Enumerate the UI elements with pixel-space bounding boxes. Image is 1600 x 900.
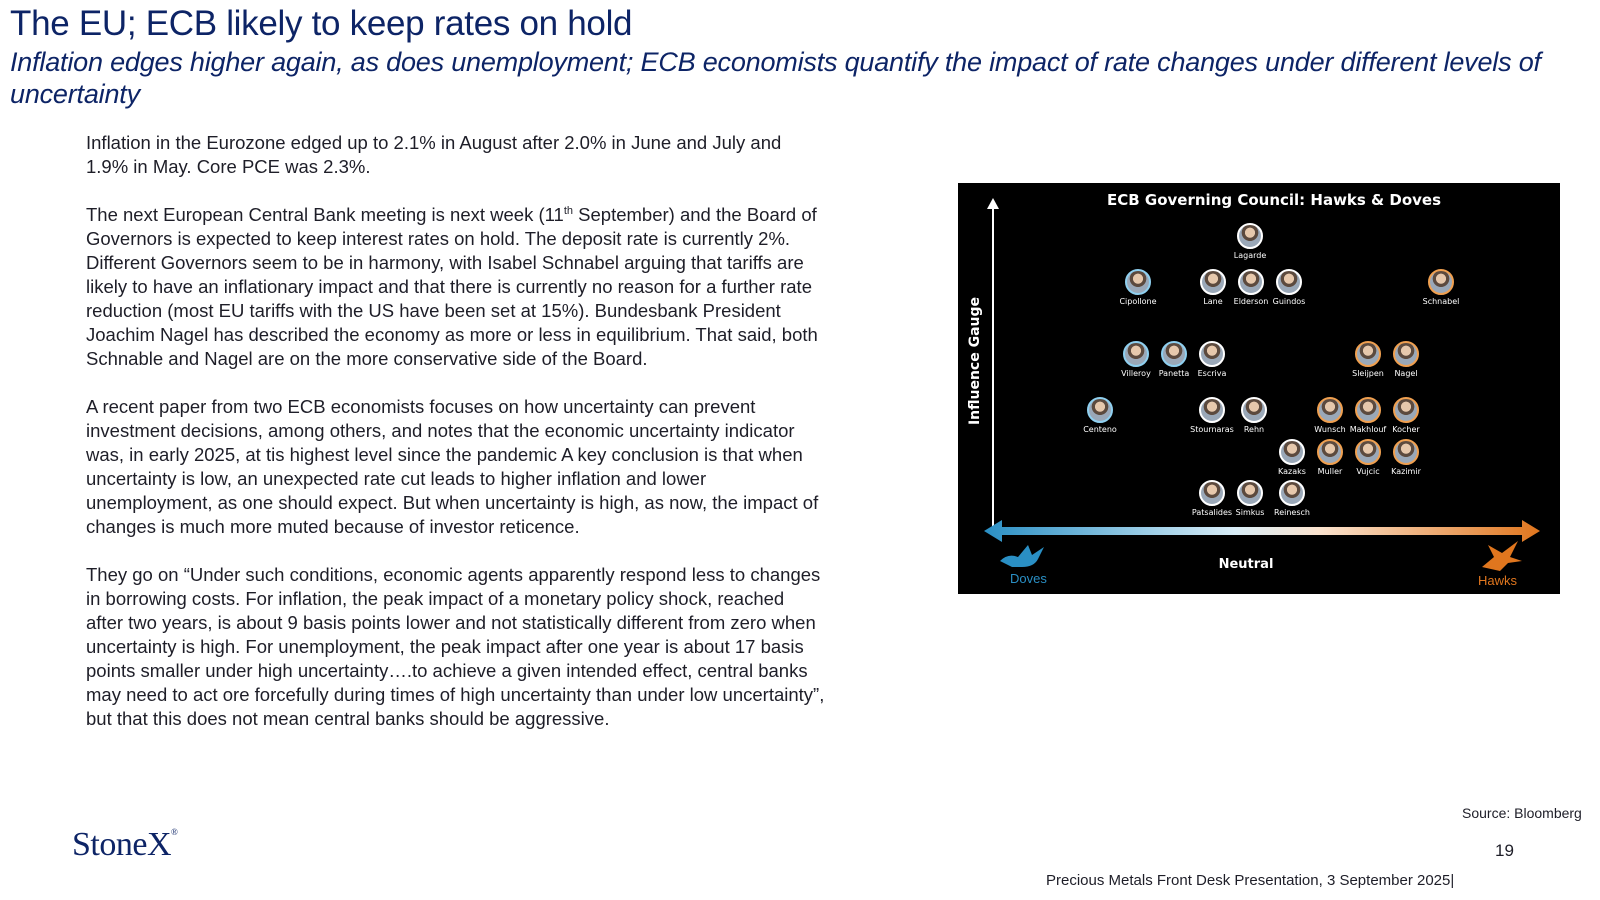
neutral-label: Neutral bbox=[1218, 557, 1274, 572]
member-portrait bbox=[1199, 341, 1225, 367]
member-portrait bbox=[1393, 397, 1419, 423]
council-member: Simkus bbox=[1220, 480, 1280, 517]
figure-title: ECB Governing Council: Hawks & Doves bbox=[1107, 191, 1441, 209]
member-name: Vujcic bbox=[1356, 467, 1380, 476]
stonex-logo: StoneX® bbox=[72, 826, 178, 864]
council-member: Panetta bbox=[1144, 341, 1204, 378]
dove-hawk-spectrum-arrow bbox=[984, 520, 1540, 542]
member-name: Patsalides bbox=[1191, 508, 1233, 517]
member-name: Elderson bbox=[1233, 297, 1269, 306]
council-member: Vujcic bbox=[1338, 439, 1398, 476]
paragraph-ecb-meeting: The next European Central Bank meeting i… bbox=[86, 203, 826, 371]
council-member: Muller bbox=[1300, 439, 1360, 476]
council-member: Kazaks bbox=[1262, 439, 1322, 476]
member-portrait bbox=[1355, 341, 1381, 367]
hawks-doves-figure: ECB Governing Council: Hawks & Doves Inf… bbox=[958, 183, 1560, 594]
member-portrait bbox=[1237, 480, 1263, 506]
member-name: Makhlouf bbox=[1349, 425, 1387, 434]
member-name: Cipollone bbox=[1119, 297, 1157, 306]
member-portrait bbox=[1279, 439, 1305, 465]
member-name: Muller bbox=[1317, 467, 1343, 476]
page-title: The EU; ECB likely to keep rates on hold bbox=[10, 4, 633, 43]
page-subtitle: Inflation edges higher again, as does un… bbox=[10, 47, 1541, 109]
member-portrait bbox=[1199, 397, 1225, 423]
member-portrait bbox=[1161, 341, 1187, 367]
member-portrait bbox=[1428, 269, 1454, 295]
y-axis-line bbox=[992, 207, 994, 527]
y-axis-arrowhead bbox=[987, 198, 999, 209]
page-number: 19 bbox=[1495, 841, 1514, 860]
logo-mark: ® bbox=[171, 827, 178, 837]
council-member: Lagarde bbox=[1220, 223, 1280, 260]
council-member: Escriva bbox=[1182, 341, 1242, 378]
council-member: Centeno bbox=[1070, 397, 1130, 434]
doves-label: Doves bbox=[1010, 571, 1047, 586]
member-portrait bbox=[1355, 439, 1381, 465]
member-portrait bbox=[1087, 397, 1113, 423]
council-member: Cipollone bbox=[1108, 269, 1168, 306]
member-name: Simkus bbox=[1235, 508, 1265, 517]
hawks-label: Hawks bbox=[1478, 573, 1518, 588]
council-member: Elderson bbox=[1221, 269, 1281, 306]
paragraph-ecb-meeting-start: The next European Central Bank meeting i… bbox=[86, 204, 564, 225]
member-name: Escriva bbox=[1197, 369, 1227, 378]
member-name: Villeroy bbox=[1121, 369, 1151, 378]
paragraph-quote: They go on “Under such conditions, econo… bbox=[86, 564, 825, 729]
member-portrait bbox=[1238, 269, 1264, 295]
presentation-footer: Precious Metals Front Desk Presentation,… bbox=[1046, 872, 1455, 889]
council-member: Kazimir bbox=[1376, 439, 1436, 476]
member-portrait bbox=[1199, 480, 1225, 506]
council-member: Kocher bbox=[1376, 397, 1436, 434]
member-portrait bbox=[1317, 397, 1343, 423]
member-portrait bbox=[1123, 341, 1149, 367]
member-name: Kazaks bbox=[1278, 467, 1306, 476]
member-name: Kocher bbox=[1392, 425, 1420, 434]
member-name: Rehn bbox=[1243, 425, 1265, 434]
member-name: Panetta bbox=[1158, 369, 1190, 378]
member-portrait bbox=[1276, 269, 1302, 295]
council-member: Patsalides bbox=[1182, 480, 1242, 517]
member-name: Kazimir bbox=[1391, 467, 1421, 476]
body-text: Inflation in the Eurozone edged up to 2.… bbox=[86, 131, 826, 755]
member-portrait bbox=[1200, 269, 1226, 295]
dove-icon bbox=[1000, 545, 1044, 567]
member-portrait bbox=[1241, 397, 1267, 423]
member-portrait bbox=[1237, 223, 1263, 249]
member-portrait bbox=[1393, 341, 1419, 367]
paragraph-inflation: Inflation in the Eurozone edged up to 2.… bbox=[86, 132, 782, 177]
member-name: Wunsch bbox=[1314, 425, 1346, 434]
member-name: Sleijpen bbox=[1352, 369, 1384, 378]
council-member: Stournaras bbox=[1182, 397, 1242, 434]
council-member: Makhlouf bbox=[1338, 397, 1398, 434]
member-portrait bbox=[1317, 439, 1343, 465]
member-portrait bbox=[1393, 439, 1419, 465]
member-portrait bbox=[1355, 397, 1381, 423]
hawk-icon bbox=[1482, 541, 1522, 571]
council-member: Lane bbox=[1183, 269, 1243, 306]
council-member: Schnabel bbox=[1411, 269, 1471, 306]
member-portrait bbox=[1125, 269, 1151, 295]
member-name: Reinesch bbox=[1274, 508, 1310, 517]
paragraph-uncertainty-paper: A recent paper from two ECB economists f… bbox=[86, 396, 819, 537]
council-member: Rehn bbox=[1224, 397, 1284, 434]
council-member: Sleijpen bbox=[1338, 341, 1398, 378]
council-member: Villeroy bbox=[1106, 341, 1166, 378]
council-member: Guindos bbox=[1259, 269, 1319, 306]
ordinal-suffix: th bbox=[563, 204, 574, 217]
member-name: Nagel bbox=[1394, 369, 1418, 378]
council-member: Wunsch bbox=[1300, 397, 1360, 434]
member-name: Guindos bbox=[1272, 297, 1306, 306]
source-note: Source: Bloomberg bbox=[1462, 805, 1582, 821]
member-name: Lagarde bbox=[1233, 251, 1267, 260]
logo-text: StoneX bbox=[72, 826, 172, 863]
member-name: Schnabel bbox=[1422, 297, 1460, 306]
paragraph-ecb-meeting-rest: September) and the Board of Governors is… bbox=[86, 204, 818, 369]
member-portrait bbox=[1279, 480, 1305, 506]
council-member: Reinesch bbox=[1262, 480, 1322, 517]
member-name: Centeno bbox=[1083, 425, 1117, 434]
council-member: Nagel bbox=[1376, 341, 1436, 378]
y-axis-label: Influence Gauge bbox=[967, 296, 983, 426]
member-name: Lane bbox=[1203, 297, 1223, 306]
member-name: Stournaras bbox=[1190, 425, 1234, 434]
